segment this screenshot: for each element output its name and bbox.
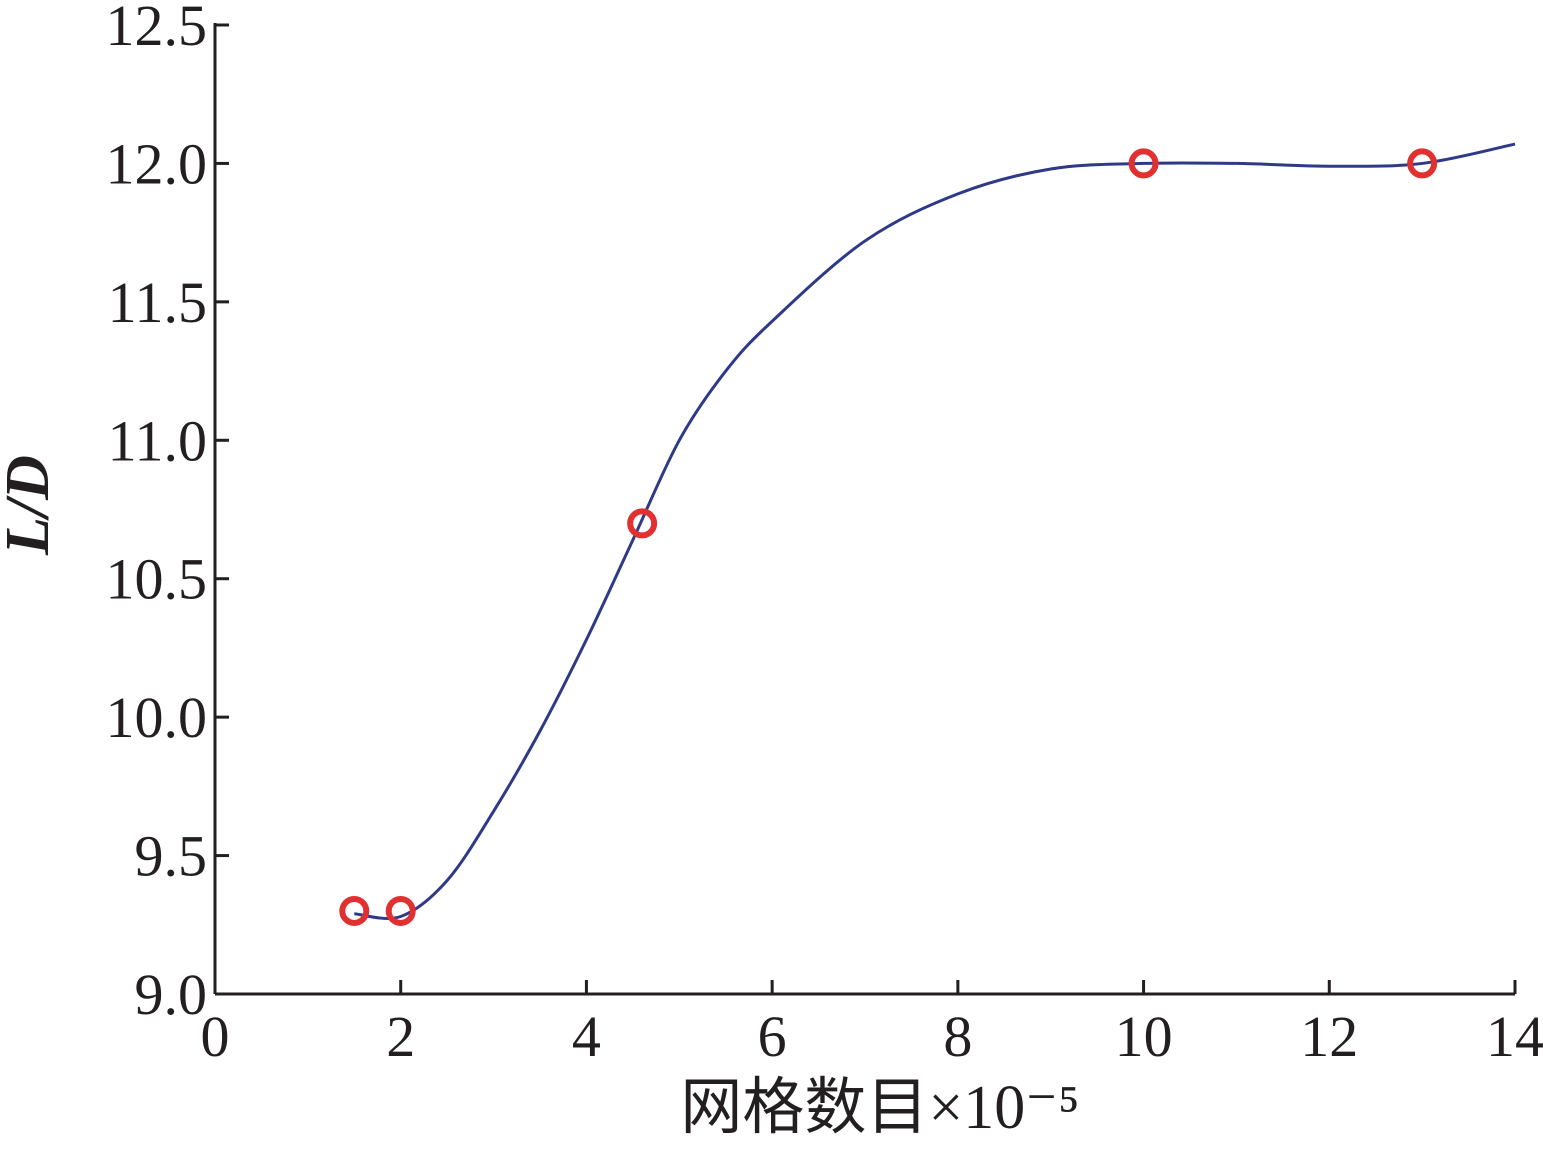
x-tick-label: 14 [1486,1004,1543,1069]
data-point [385,895,416,926]
x-tick-label: 6 [758,1004,787,1069]
x-tick-label: 12 [1300,1004,1358,1069]
y-tick-label: 9.0 [135,962,208,1027]
y-tick-label: 10.5 [106,547,208,612]
fit-curve [354,142,1516,920]
x-axis-label: 网格数目×10⁻⁵ [680,1074,1079,1142]
data-point [627,508,658,539]
data-point [339,895,370,926]
x-tick-label: 2 [386,1004,415,1069]
data-point [1407,148,1438,179]
y-tick-label: 12.5 [106,0,208,58]
x-tick-label: 10 [1115,1004,1173,1069]
x-tick-label: 0 [201,1004,230,1069]
y-axis-label: L/D [0,455,62,556]
y-tick-label: 11.0 [108,408,207,473]
x-tick-label: 4 [572,1004,601,1069]
data-point [1128,148,1159,179]
y-tick-label: 9.5 [135,824,208,889]
y-tick-label: 11.5 [108,270,207,335]
x-tick-label: 8 [943,1004,972,1069]
y-tick-label: 12.0 [106,131,208,196]
y-tick-label: 10.0 [106,685,208,750]
